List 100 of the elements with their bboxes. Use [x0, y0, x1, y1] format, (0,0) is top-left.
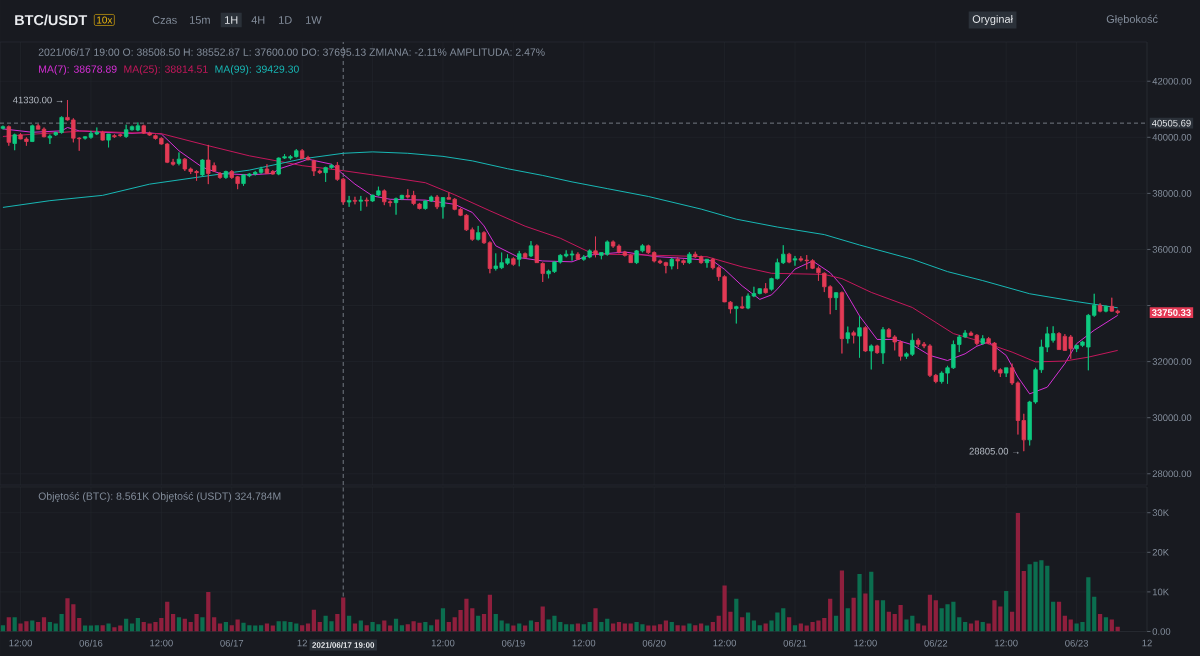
candlestick — [792, 255, 798, 267]
candlestick — [346, 195, 352, 208]
y-tick-label: 20K — [1152, 548, 1169, 556]
candlestick — [517, 250, 522, 267]
bar — [710, 621, 715, 632]
candlestick — [704, 258, 710, 269]
bar — [1097, 614, 1103, 632]
bar — [581, 624, 586, 632]
text: Głębokość — [1106, 14, 1158, 26]
candlestick — [663, 261, 669, 274]
candlestick — [223, 170, 229, 180]
candlestick — [863, 325, 868, 353]
candlestick — [763, 282, 768, 294]
bar — [552, 615, 557, 632]
x-tick-label: 06/20 — [642, 639, 666, 647]
x-tick-label: 12 — [1142, 639, 1152, 647]
bar — [47, 621, 52, 632]
candlestick — [476, 225, 481, 241]
ref-line-label: 40505.69 — [1151, 119, 1191, 127]
bar — [787, 617, 792, 632]
bar — [734, 598, 739, 632]
text: Czas — [152, 16, 177, 24]
candlestick — [358, 195, 363, 212]
bar — [323, 615, 328, 632]
annotation: 28805.00 → — [969, 447, 1019, 455]
bar — [1056, 601, 1062, 632]
candlestick — [845, 326, 850, 344]
bar — [616, 621, 622, 632]
annotation: 41330.00 → — [12, 96, 63, 104]
candlestick — [0, 125, 6, 130]
bar — [886, 611, 891, 632]
text: 33750.33 — [1151, 309, 1191, 316]
candlestick — [434, 194, 440, 210]
candlestick — [786, 252, 792, 264]
y-tick-label: 10K — [1152, 588, 1169, 596]
bar — [346, 615, 352, 632]
bar — [446, 621, 451, 632]
bar — [927, 594, 933, 632]
bar — [59, 614, 64, 632]
text: MA(7): 38678.89 — [39, 65, 117, 75]
candlestick — [1009, 363, 1015, 386]
bar — [728, 611, 733, 632]
bar — [411, 621, 416, 632]
x-tick-label: 12:00 — [150, 639, 173, 647]
bar — [440, 608, 446, 632]
text: 1W — [306, 16, 322, 24]
bar — [1103, 617, 1109, 632]
candlestick — [880, 326, 886, 365]
x-tick-label: 12 — [297, 639, 307, 647]
candlestick — [1103, 305, 1109, 313]
chart-title: Objętość (BTC): 8.561K Objętość (USDT) 324.784M — [38, 492, 281, 502]
candlestick — [669, 257, 674, 270]
bar — [851, 597, 856, 632]
bar — [170, 614, 176, 632]
text: Oryginał — [972, 14, 1013, 26]
bar — [1015, 513, 1021, 632]
candlestick — [47, 134, 53, 145]
candlestick — [82, 135, 88, 140]
bar — [276, 621, 281, 632]
candlestick — [687, 251, 692, 265]
line-series — [2, 151, 1119, 309]
candlestick — [857, 315, 862, 359]
bar — [845, 608, 850, 632]
x-tick-label: 12:00 — [713, 639, 737, 647]
bar — [933, 600, 938, 632]
bar — [540, 606, 545, 632]
y-tick-label: 30000.00 — [1152, 414, 1192, 422]
bar — [1092, 596, 1097, 632]
candlestick — [851, 330, 856, 344]
bar — [857, 574, 862, 632]
y-tick-label: 28000.00 — [1152, 470, 1192, 478]
bar — [634, 621, 639, 632]
bar — [1004, 591, 1009, 632]
bar — [569, 624, 575, 632]
bar — [828, 598, 833, 632]
candlestick — [528, 240, 534, 258]
bar — [669, 621, 674, 632]
bar — [317, 621, 322, 632]
x-tick-label: 06/21 — [783, 639, 807, 647]
candlestick — [734, 305, 739, 324]
bar — [880, 600, 886, 632]
candlestick — [30, 124, 35, 143]
y-tick-label: 42000.00 — [1152, 77, 1192, 85]
bar — [534, 621, 539, 632]
bar — [493, 614, 498, 632]
bar — [393, 618, 399, 632]
candlestick — [217, 171, 223, 180]
bar — [288, 621, 293, 632]
bar — [875, 600, 880, 632]
bar — [194, 614, 199, 632]
candlestick — [352, 196, 358, 205]
bar — [311, 609, 317, 632]
bar — [980, 621, 985, 632]
candlestick — [440, 196, 446, 220]
bar — [528, 620, 534, 632]
bar — [370, 621, 375, 632]
bar — [452, 617, 457, 632]
candlestick — [745, 293, 751, 310]
y-tick-label: 36000.00 — [1152, 246, 1192, 253]
candlestick — [540, 261, 545, 283]
